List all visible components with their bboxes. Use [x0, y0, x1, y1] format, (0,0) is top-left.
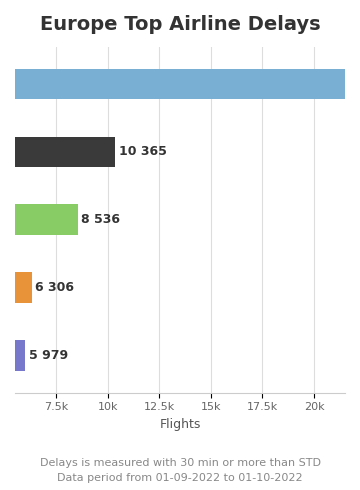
- X-axis label: Flights: Flights: [159, 418, 201, 431]
- Text: 6 306: 6 306: [35, 281, 74, 294]
- Title: Europe Top Airline Delays: Europe Top Airline Delays: [40, 15, 320, 34]
- Bar: [0, 272, 32, 303]
- Text: 8 536: 8 536: [81, 213, 120, 226]
- Bar: [0, 204, 78, 235]
- Text: 5 979: 5 979: [28, 349, 68, 362]
- Bar: [0, 340, 25, 370]
- Text: Delays is measured with 30 min or more than STD: Delays is measured with 30 min or more t…: [40, 458, 320, 468]
- Bar: [0, 69, 345, 99]
- Text: Data period from 01-09-2022 to 01-10-2022: Data period from 01-09-2022 to 01-10-202…: [57, 473, 303, 483]
- Text: 10 365: 10 365: [119, 146, 167, 158]
- Bar: [0, 137, 115, 167]
